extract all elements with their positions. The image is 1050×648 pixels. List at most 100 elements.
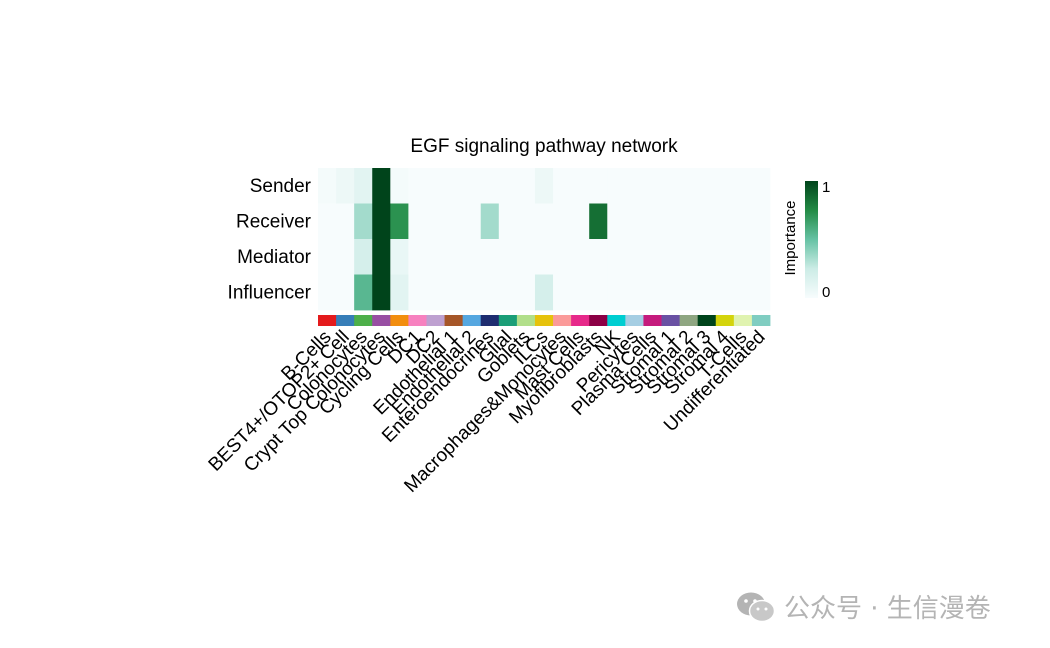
heatmap-cell (390, 203, 409, 240)
heatmap-cell (534, 274, 554, 311)
heatmap-cell (336, 274, 355, 311)
heatmap-cell (715, 239, 735, 275)
column-color-block (679, 315, 699, 326)
heatmap-cell (589, 239, 608, 275)
heatmap-cell (733, 168, 753, 204)
column-color-strip (318, 315, 771, 326)
column-color-block (733, 315, 753, 326)
colorbar-tick-min: 0 (822, 284, 830, 301)
heatmap-cell (571, 274, 590, 311)
row-label: Sender (250, 176, 312, 197)
column-color-block (336, 315, 355, 326)
heatmap-cell (625, 274, 644, 311)
heatmap-cell (607, 274, 626, 311)
heatmap-cell (534, 168, 554, 204)
chart-title: EGF signaling pathway network (410, 136, 678, 157)
heatmap-cell (553, 274, 572, 311)
heatmap-cell (625, 203, 644, 240)
heatmap-cell (372, 203, 391, 240)
heatmap-cell (625, 239, 644, 275)
column-color-block (571, 315, 590, 326)
heatmap-cell (733, 203, 753, 240)
column-color-block (444, 315, 464, 326)
heatmap-cell (571, 239, 590, 275)
heatmap-cell (697, 203, 717, 240)
column-color-block (697, 315, 717, 326)
heatmap-cell (498, 203, 518, 240)
heatmap-cell (426, 274, 445, 311)
heatmap-cell (408, 203, 427, 240)
heatmap-cell (390, 274, 409, 311)
column-color-block (390, 315, 409, 326)
column-color-block (643, 315, 662, 326)
heatmap-cell (498, 274, 518, 311)
heatmap-cell (661, 274, 680, 311)
heatmap-cell (444, 168, 464, 204)
heatmap-cell (751, 239, 771, 275)
heatmap-cell (715, 203, 735, 240)
heatmap-cell (715, 168, 735, 204)
heatmap-cell (643, 203, 662, 240)
heatmap-cell (354, 239, 373, 275)
watermark-text: 公众号 · 生信漫卷 (784, 594, 991, 624)
column-color-block (589, 315, 608, 326)
heatmap-cell (643, 168, 662, 204)
column-color-block (372, 315, 391, 326)
heatmap-cell (697, 274, 717, 311)
heatmap-cell (679, 239, 699, 275)
heatmap-cell (372, 168, 391, 204)
heatmap-cell (643, 274, 662, 311)
heatmap-cell (426, 203, 445, 240)
heatmap-cell (354, 274, 373, 311)
heatmap-cell (661, 168, 680, 204)
heatmap-cell (571, 168, 590, 204)
heatmap-cell (390, 168, 409, 204)
heatmap-cell (625, 168, 644, 204)
watermark: 公众号 · 生信漫卷 (736, 588, 991, 625)
column-color-block (426, 315, 445, 326)
heatmap-cell (462, 168, 482, 204)
column-color-block (661, 315, 680, 326)
heatmap-cell (751, 274, 771, 311)
heatmap-cell (679, 203, 699, 240)
heatmap-cell (553, 203, 572, 240)
heatmap-cell (697, 239, 717, 275)
heatmap-cell (390, 239, 409, 275)
row-label: Mediator (237, 247, 312, 268)
heatmap-cell (318, 274, 337, 311)
wechat-icon (737, 592, 776, 622)
colorbar: Importance 1 0 (782, 179, 830, 301)
heatmap-cell (553, 239, 572, 275)
heatmap-cell (372, 239, 391, 275)
heatmap-cell (498, 168, 518, 204)
heatmap-cell (589, 168, 608, 204)
heatmap-cell (444, 274, 464, 311)
column-color-block (534, 315, 554, 326)
heatmap-cell (589, 274, 608, 311)
heatmap-cell (733, 239, 753, 275)
column-color-block (498, 315, 518, 326)
heatmap-cell (643, 239, 662, 275)
heatmap-cell (607, 239, 626, 275)
column-color-block (715, 315, 735, 326)
heatmap-cell (444, 203, 464, 240)
heatmap-cell (661, 203, 680, 240)
heatmap-cell (498, 239, 518, 275)
heatmap-cell (733, 274, 753, 311)
heatmap-cell (589, 203, 608, 240)
column-color-block (480, 315, 500, 326)
column-color-block (607, 315, 626, 326)
heatmap-cell (534, 203, 554, 240)
heatmap-cell (318, 239, 337, 275)
heatmap-cell (426, 239, 445, 275)
row-labels: Sender Receiver Mediator Influencer (228, 176, 312, 304)
heatmap-cell (462, 239, 482, 275)
heatmap-cell (697, 168, 717, 204)
heatmap-cell (516, 274, 536, 311)
heatmap-cell (661, 239, 680, 275)
heatmap-cell (354, 203, 373, 240)
heatmap-cell (372, 274, 391, 311)
column-color-block (516, 315, 536, 326)
